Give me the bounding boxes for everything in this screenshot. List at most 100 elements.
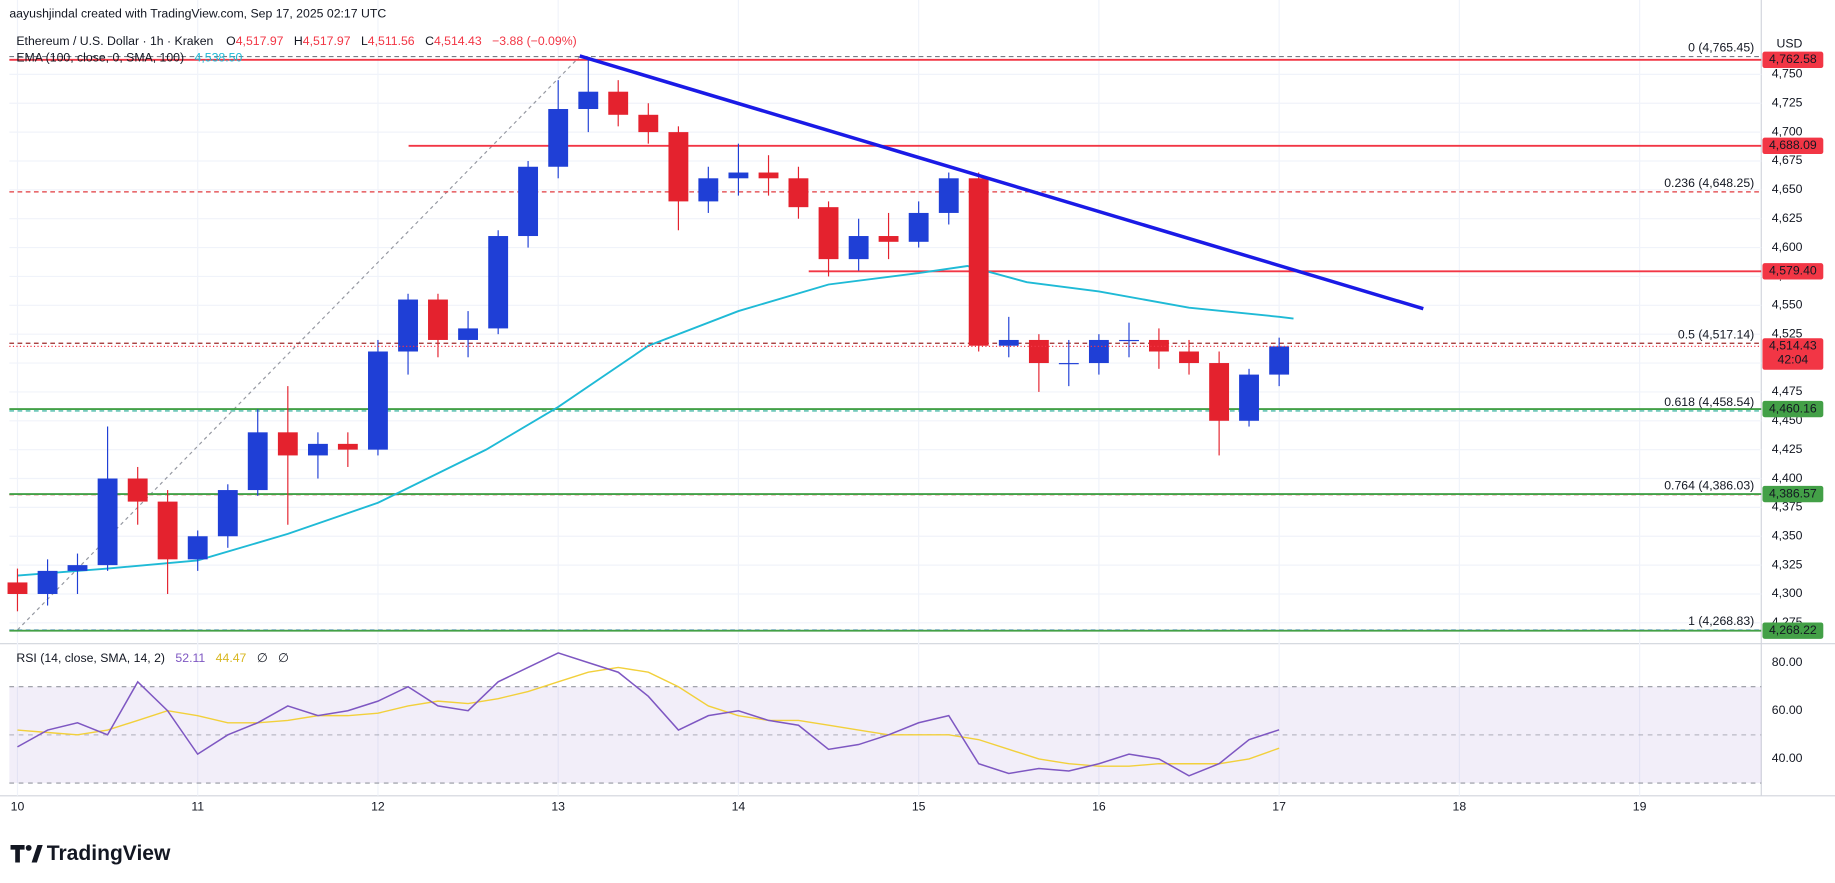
y-tick-label: 4,525 bbox=[1772, 326, 1803, 340]
candle-body bbox=[698, 178, 719, 202]
ema-label: EMA (100, close, 0, SMA, 100) bbox=[16, 51, 184, 65]
y-tick-label: 4,375 bbox=[1772, 500, 1803, 514]
candle-body bbox=[1239, 374, 1259, 421]
y-tick-label: 4,700 bbox=[1772, 124, 1803, 138]
level-tag bbox=[1762, 622, 1824, 639]
candle-body bbox=[7, 582, 28, 594]
symbol-title: Ethereum / U.S. Dollar · 1h · Kraken bbox=[16, 34, 213, 48]
ohlc-value: 4,514.43 bbox=[434, 34, 482, 48]
na-mark: ∅ bbox=[278, 651, 289, 665]
ema-line bbox=[17, 265, 1294, 577]
y-tick-label: 4,725 bbox=[1772, 95, 1803, 109]
y-tick-label: 4,675 bbox=[1772, 153, 1803, 167]
currency: USD bbox=[1776, 37, 1802, 51]
brand-name: TradingView bbox=[47, 842, 171, 865]
y-tick-label: 4,300 bbox=[1772, 586, 1803, 600]
level-tag bbox=[1762, 137, 1824, 155]
x-tick-label: 16 bbox=[1092, 800, 1106, 814]
candle-body bbox=[97, 478, 118, 566]
level-tag bbox=[1762, 263, 1824, 280]
level-tag-label: 4,688.09 bbox=[1769, 138, 1817, 152]
last-price-tag bbox=[1762, 338, 1824, 370]
y-tick-label: 4,425 bbox=[1772, 442, 1803, 456]
fib-label: 0.236 (4,648.25) bbox=[1664, 176, 1754, 190]
rsi-sma-line bbox=[17, 666, 1280, 767]
rsi-tick-label: 40.00 bbox=[1772, 751, 1803, 765]
logo-mark bbox=[25, 844, 32, 851]
candle-body bbox=[277, 432, 298, 456]
level-tag-label: 4,268.22 bbox=[1769, 623, 1817, 637]
header: Ethereum / U.S. Dollar · 1h · Kraken O4,… bbox=[16, 34, 576, 48]
candle-body bbox=[548, 109, 569, 167]
candle-body bbox=[428, 299, 448, 340]
candle-body bbox=[998, 339, 1019, 346]
x-tick-label: 19 bbox=[1633, 800, 1647, 814]
fib-label: 0.5 (4,517.14) bbox=[1678, 327, 1754, 341]
rsi-sma-value: 44.47 bbox=[216, 651, 247, 665]
y-tick-label: 4,400 bbox=[1772, 471, 1803, 485]
rsi-label: RSI (14, close, SMA, 14, 2) bbox=[16, 651, 165, 665]
candle-body bbox=[668, 132, 689, 202]
trendline bbox=[579, 54, 1424, 311]
candle-body bbox=[818, 207, 839, 260]
y-tick-label: 4,625 bbox=[1772, 211, 1803, 225]
level-tag bbox=[1762, 51, 1824, 69]
countdown: 42:04 bbox=[1778, 353, 1809, 367]
fib-label: 0.618 (4,458.54) bbox=[1664, 395, 1754, 409]
ohlc-key: O bbox=[226, 34, 236, 48]
candle-body bbox=[1209, 363, 1230, 421]
candle-body bbox=[488, 236, 509, 329]
ohlc-value: 4,517.97 bbox=[236, 34, 284, 48]
y-tick-label: 4,650 bbox=[1772, 182, 1803, 196]
rsi-tick-label: 80.00 bbox=[1772, 655, 1803, 669]
x-tick-label: 18 bbox=[1453, 800, 1467, 814]
x-tick-label: 14 bbox=[732, 800, 746, 814]
x-tick-label: 11 bbox=[191, 800, 204, 814]
logo-mark bbox=[31, 844, 43, 863]
candle-body bbox=[127, 478, 148, 502]
logo-mark bbox=[10, 844, 25, 863]
candle-body bbox=[878, 236, 899, 242]
candle-body bbox=[518, 166, 539, 237]
plot-layer bbox=[7, 54, 1762, 777]
candle-body bbox=[1179, 351, 1199, 364]
y-tick-label: 4,325 bbox=[1772, 557, 1803, 571]
level-tag-label: 4,386.57 bbox=[1769, 486, 1817, 500]
fib-label: 0 (4,765.45) bbox=[1688, 41, 1754, 55]
y-tick-label: 4,550 bbox=[1772, 298, 1803, 312]
candle-body bbox=[1028, 339, 1049, 364]
candle-body bbox=[848, 236, 869, 260]
y-tick-label: 4,750 bbox=[1772, 67, 1803, 81]
level-tag-label: 4,762.58 bbox=[1769, 52, 1817, 66]
last-price-label: 4,514.43 bbox=[1769, 339, 1817, 353]
candle-body bbox=[1088, 339, 1109, 364]
attribution: aayushjindal created with TradingView.co… bbox=[9, 6, 386, 20]
fib-label: 0.764 (4,386.03) bbox=[1664, 479, 1754, 493]
x-tick-label: 13 bbox=[551, 800, 565, 814]
candle-body bbox=[968, 178, 989, 346]
candle-body bbox=[1269, 346, 1290, 375]
ema-value: 4,538.50 bbox=[195, 51, 243, 65]
candle-body bbox=[157, 501, 178, 560]
candle-body bbox=[187, 536, 208, 560]
candle-body bbox=[1119, 339, 1139, 342]
ohlc-value: 4,517.97 bbox=[303, 34, 351, 48]
ohlc-key: H bbox=[294, 34, 303, 48]
ohlc-key: C bbox=[425, 34, 434, 48]
rsi-value: 52.11 bbox=[175, 651, 205, 665]
ohlc-change: −3.88 (−0.09%) bbox=[492, 34, 577, 48]
level-tag-label: 4,579.40 bbox=[1769, 264, 1817, 278]
text-layer: aayushjindal created with TradingView.co… bbox=[9, 6, 1824, 814]
level-tag bbox=[1762, 400, 1824, 418]
x-tick-label: 17 bbox=[1272, 800, 1286, 814]
ohlc-value: 4,511.56 bbox=[368, 34, 415, 48]
x-tick-label: 10 bbox=[11, 800, 25, 814]
rsi-tick-label: 60.00 bbox=[1772, 703, 1803, 717]
candle-body bbox=[1058, 363, 1079, 365]
candle-body bbox=[908, 212, 929, 242]
level-tag bbox=[1762, 485, 1824, 503]
candle-body bbox=[247, 432, 268, 491]
candle-body bbox=[217, 490, 238, 537]
